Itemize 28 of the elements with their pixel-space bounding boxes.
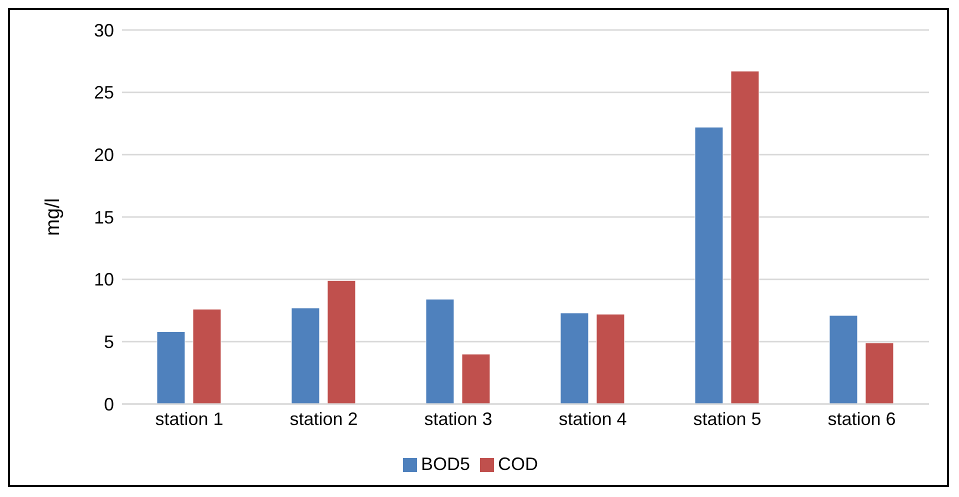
bar xyxy=(156,331,186,404)
bar xyxy=(462,354,490,404)
legend-label: BOD5 xyxy=(420,454,470,474)
y-tick-label: 30 xyxy=(94,20,114,40)
y-tick-label: 0 xyxy=(104,394,114,414)
x-tick-label: station 6 xyxy=(828,408,896,429)
bar xyxy=(426,299,454,404)
y-tick-label: 20 xyxy=(94,145,114,166)
legend-label: COD xyxy=(498,454,538,474)
y-tick-label: 10 xyxy=(94,270,114,290)
bar xyxy=(596,314,625,404)
x-tick-label: station 2 xyxy=(290,408,358,429)
bar xyxy=(730,70,760,404)
bar xyxy=(865,342,894,404)
x-tick-label: station 1 xyxy=(155,408,224,429)
y-tick-label: 25 xyxy=(94,82,114,103)
bar xyxy=(192,309,222,404)
bar xyxy=(694,126,724,404)
y-tick-label: 5 xyxy=(104,332,114,352)
bar xyxy=(560,312,589,404)
y-axis-title: mg/l xyxy=(42,198,64,236)
x-tick-label: station 5 xyxy=(693,408,762,429)
x-tick-label: station 3 xyxy=(424,408,492,429)
bar xyxy=(291,308,320,404)
bar xyxy=(829,315,858,404)
bar xyxy=(327,280,356,404)
x-tick-label: station 4 xyxy=(558,408,627,429)
y-tick-label: 15 xyxy=(94,207,114,228)
